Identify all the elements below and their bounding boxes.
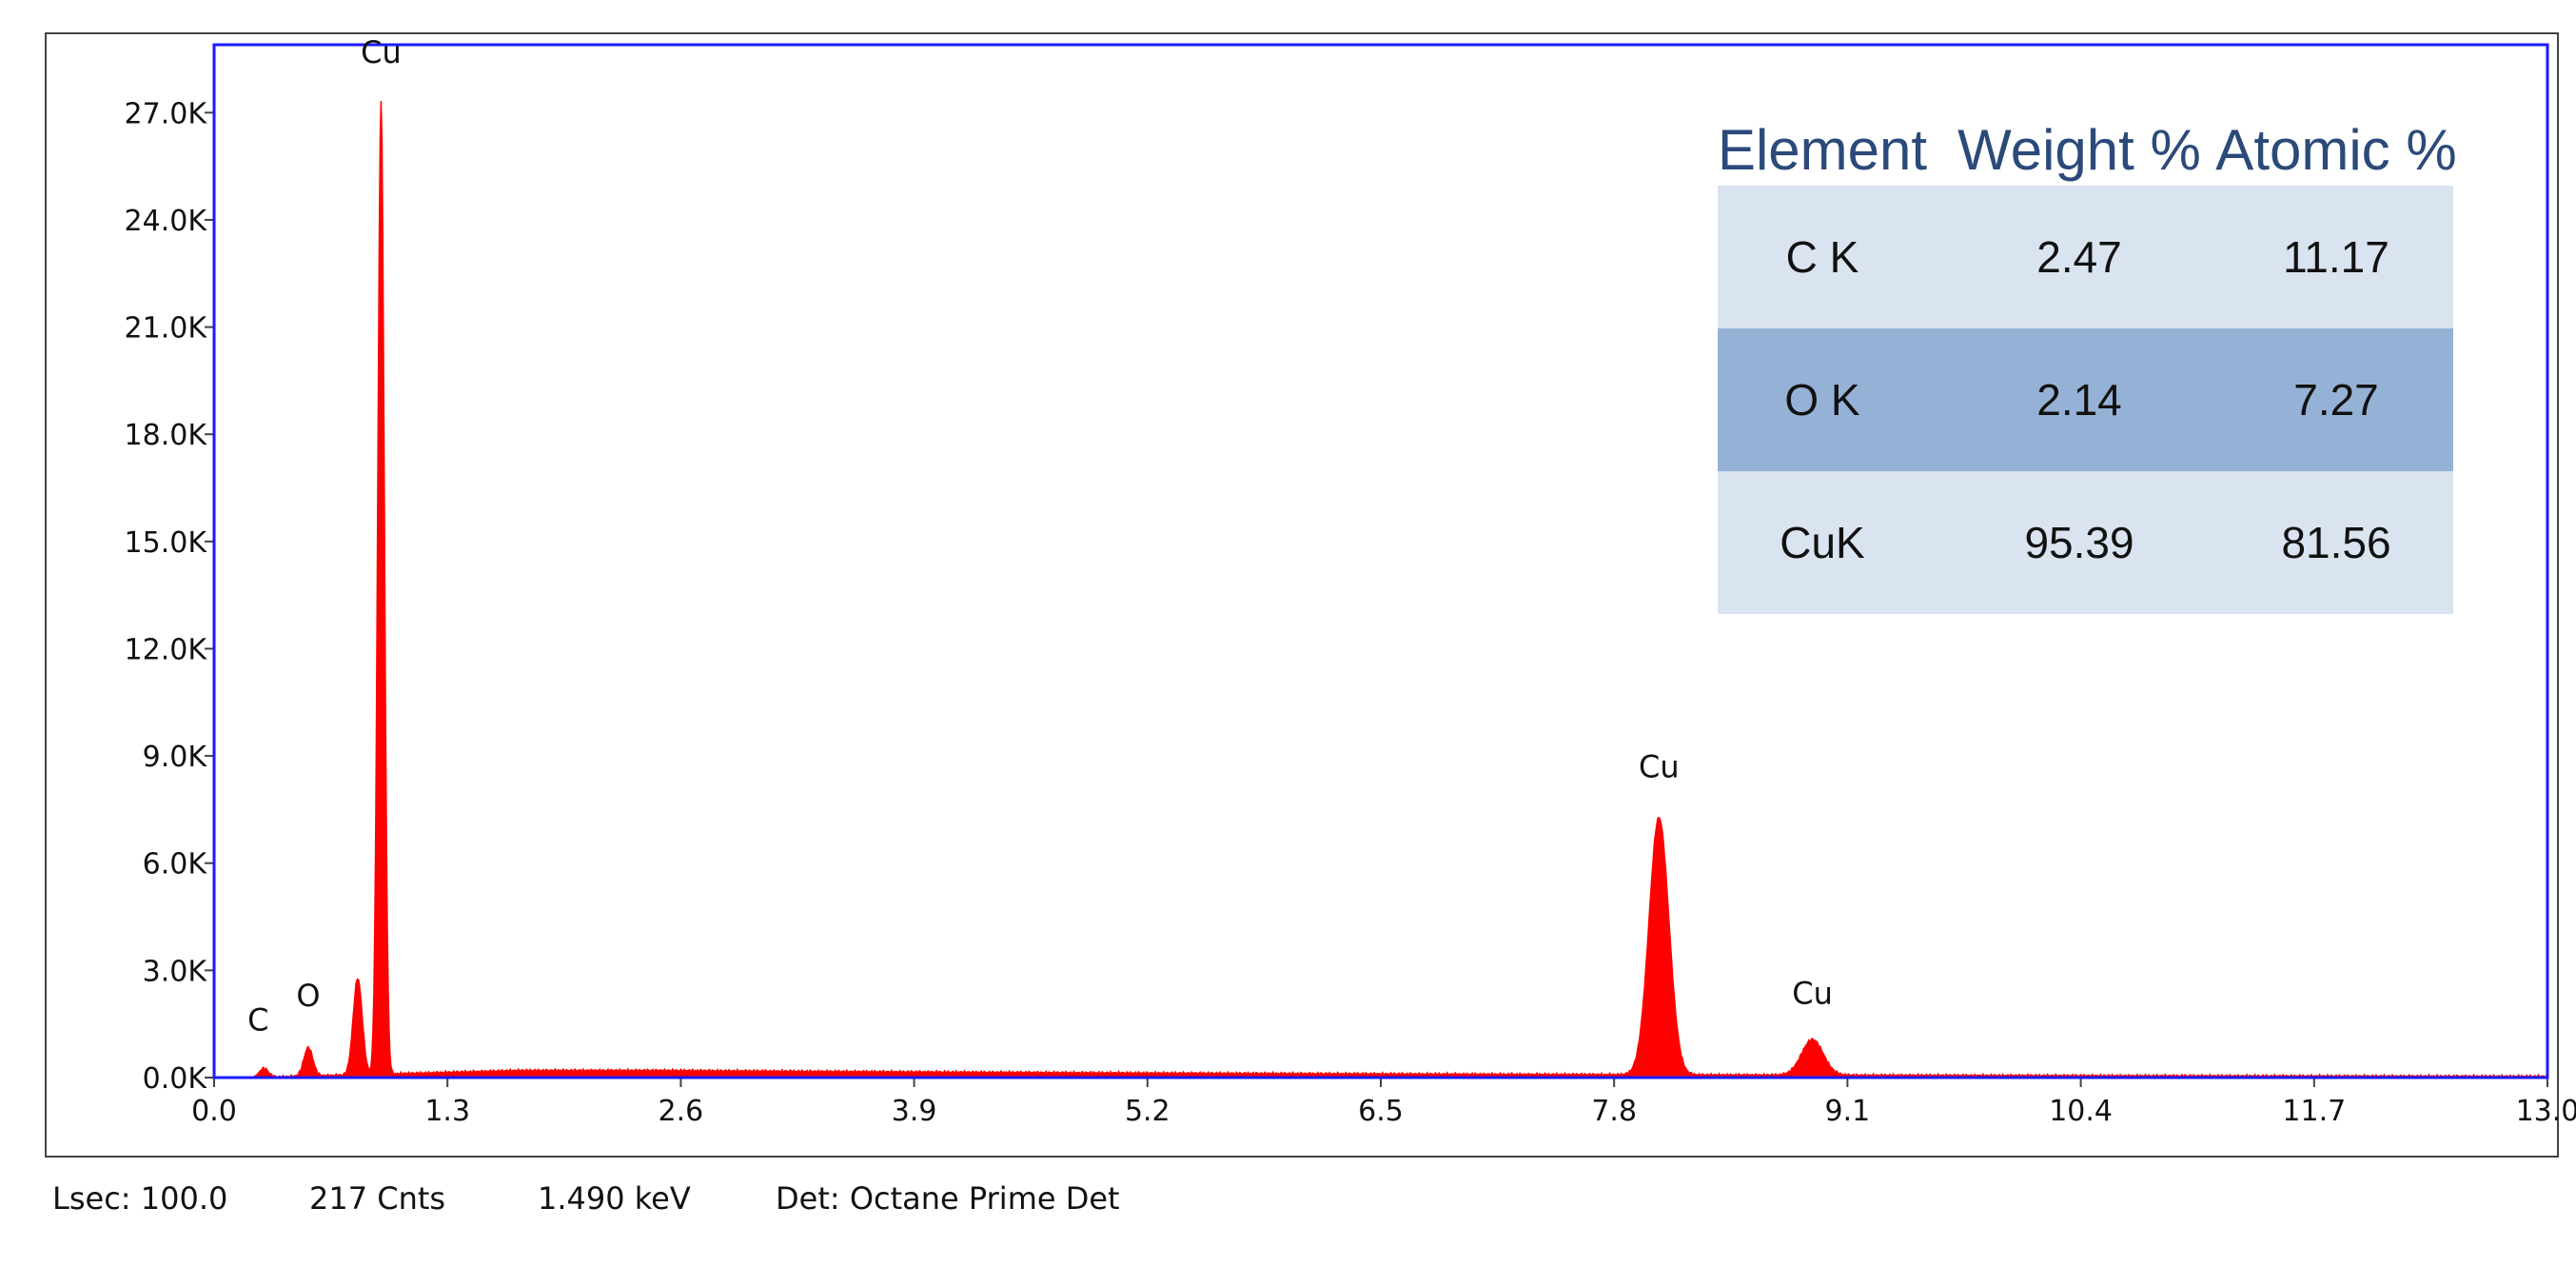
y-tick-label: 9.0K	[143, 741, 208, 774]
status-detector: Det: Octane Prime Det	[776, 1180, 1120, 1217]
peak-label: O	[296, 978, 320, 1014]
peak-label: C	[247, 1002, 268, 1039]
y-tick-label: 15.0K	[125, 526, 208, 560]
table-header: Weight %	[1957, 118, 2201, 182]
status-energy: 1.490 keV	[538, 1180, 691, 1217]
peak-labels: CO Cu Cu Cu	[247, 34, 1833, 1039]
status-counts: 217 Cnts	[309, 1180, 446, 1217]
status-lsec: Lsec: 100.0	[52, 1180, 228, 1217]
peak-label: Cu	[361, 34, 402, 70]
table-cell: O K	[1784, 375, 1860, 425]
table-row	[1718, 186, 2453, 328]
y-tick-label: 18.0K	[125, 419, 208, 452]
table-cell: 2.14	[2036, 375, 2122, 425]
x-tick-label: 2.6	[659, 1095, 704, 1128]
table-header: Element	[1718, 118, 1927, 182]
table-row	[1718, 471, 2453, 614]
axis-ticks: 0.0 1.3 2.6 3.9 5.2 6.5 7.8 9.1 10.4 11.7 13.0 0.0K…	[125, 97, 2576, 1128]
y-tick-label: 12.0K	[125, 633, 208, 666]
x-tick-label: 6.5	[1358, 1095, 1404, 1128]
x-tick-label: 3.9	[892, 1095, 937, 1128]
spectrum-area	[214, 100, 2548, 1079]
x-tick-label: 11.7	[2282, 1095, 2346, 1128]
y-tick-label: 0.0K	[143, 1062, 208, 1096]
x-tick-label: 9.1	[1825, 1095, 1871, 1128]
x-tick-label: 1.3	[424, 1095, 470, 1128]
table-cell: CuK	[1780, 518, 1865, 567]
table-cell: C K	[1786, 232, 1859, 282]
y-tick-label: 6.0K	[143, 848, 208, 881]
x-tick-label: 7.8	[1591, 1095, 1637, 1128]
spectrum-series	[214, 100, 2548, 1079]
x-tick-label: 5.2	[1125, 1095, 1170, 1128]
peak-label: Cu	[1792, 975, 1833, 1011]
table-cell: 7.27	[2293, 375, 2379, 425]
table-row	[1718, 328, 2453, 471]
y-tick-label: 21.0K	[125, 312, 208, 346]
table-cell: 81.56	[2281, 518, 2390, 567]
table-cell: 11.17	[2283, 232, 2389, 282]
x-tick-label: 0.0	[191, 1095, 237, 1128]
plot-frame	[212, 43, 2549, 1079]
peak-label: Cu	[1639, 749, 1680, 785]
y-tick-label: 24.0K	[125, 205, 208, 238]
y-tick-label: 3.0K	[143, 955, 208, 988]
x-tick-label: 10.4	[2049, 1095, 2113, 1128]
y-tick-label: 27.0K	[125, 97, 208, 130]
x-tick-label: 13.0	[2516, 1095, 2576, 1128]
table-cell: 2.47	[2036, 232, 2122, 282]
table-cell: 95.39	[2024, 518, 2134, 567]
composition-table: Element Weight % Atomic % C K 2.47 11.17 O K 2.…	[1718, 118, 2457, 614]
table-header: Atomic %	[2215, 118, 2456, 182]
